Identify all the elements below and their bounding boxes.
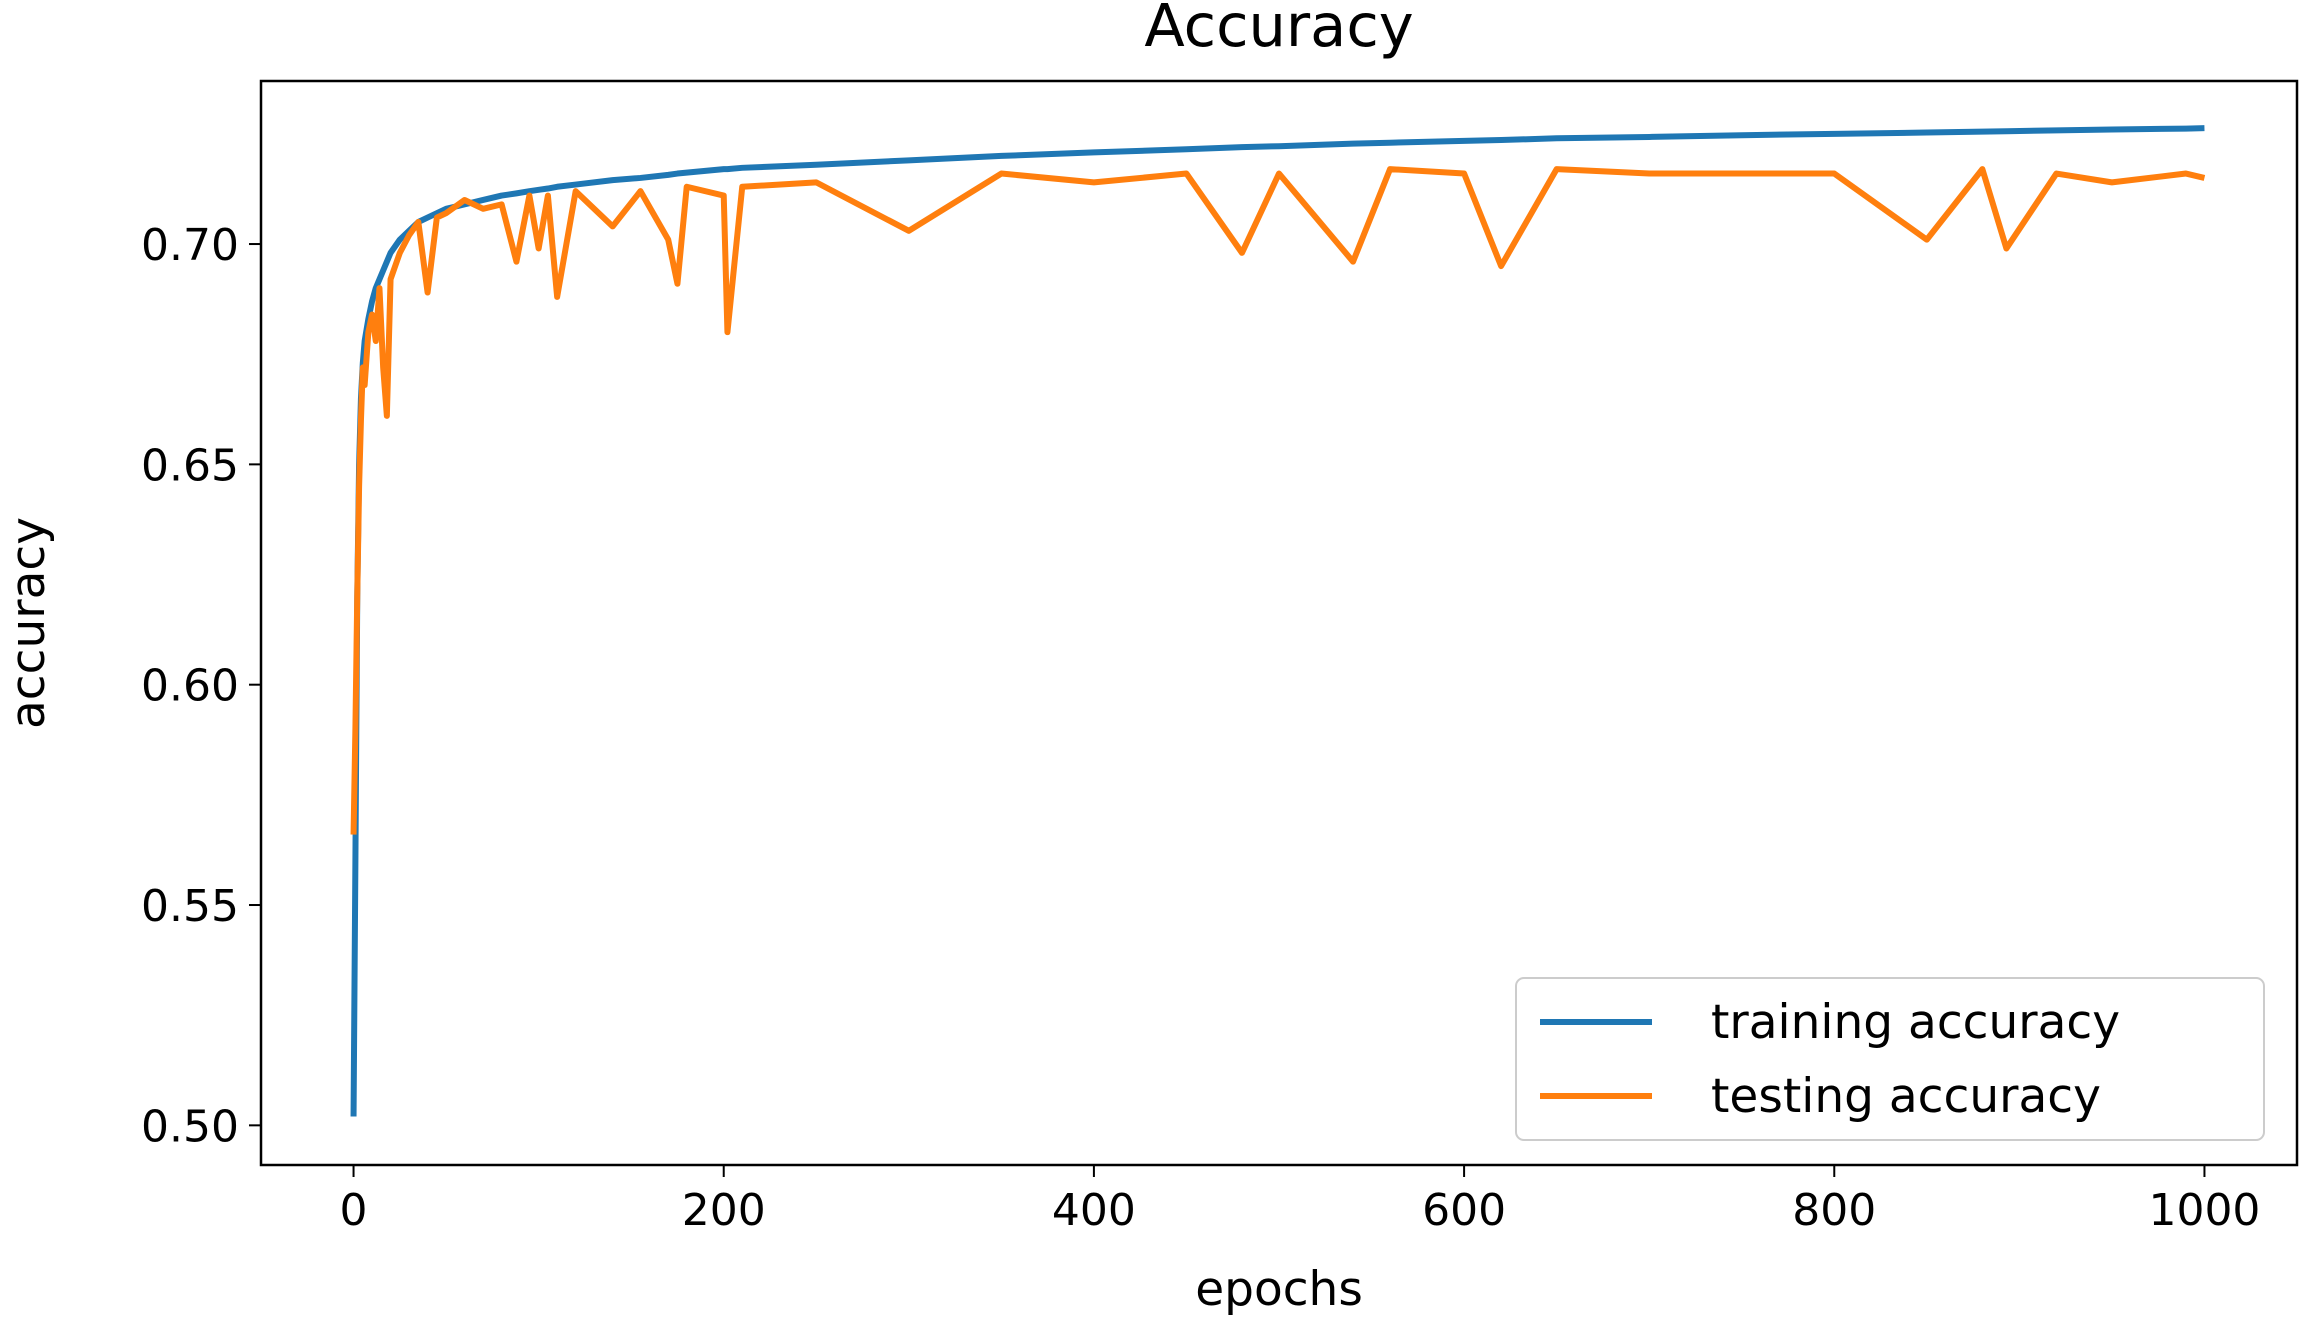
x-tick-label: 0 [340,1185,368,1236]
y-axis-label: accuracy [1,517,56,729]
y-tick-label: 0.55 [141,881,239,932]
x-tick-label: 800 [1792,1185,1876,1236]
series-line [350,125,2205,1117]
y-tick-label: 0.50 [141,1101,239,1152]
x-tick-label: 600 [1422,1185,1506,1236]
y-tick-label: 0.60 [141,661,239,712]
x-tick-label: 200 [682,1185,766,1236]
x-tick-label: 1000 [2148,1185,2260,1236]
x-tick-label: 400 [1052,1185,1136,1236]
series-line [350,166,2206,835]
plot-frame [259,79,2299,1167]
legend-box [1515,977,2265,1141]
legend: training accuracy testing accuracy [1515,977,2265,1141]
legend-label: training accuracy [1711,995,2120,1050]
y-tick-label: 0.70 [141,220,239,271]
legend-label: testing accuracy [1711,1069,2101,1124]
chart-title: Accuracy [1144,0,1413,60]
y-tick-label: 0.65 [141,440,239,491]
x-axis-label: epochs [1195,1262,1363,1317]
